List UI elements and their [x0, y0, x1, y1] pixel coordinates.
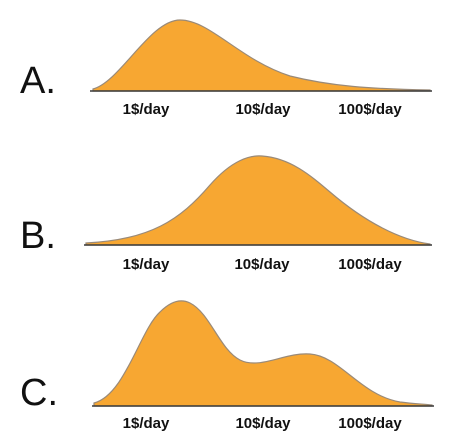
tick-label-100-dollar: 100$/day: [338, 256, 402, 273]
tick-label-1-dollar: 1$/day: [123, 256, 170, 273]
tick-label-1-dollar: 1$/day: [123, 101, 170, 118]
distribution-curve-c: [93, 300, 433, 407]
tick-label-10-dollar: 10$/day: [235, 415, 291, 432]
panel-b: B. 1$/day 10$/day 100$/day: [20, 155, 432, 273]
panel-label-a: A.: [20, 60, 56, 102]
tick-label-1-dollar: 1$/day: [123, 415, 170, 432]
panel-label-c: C.: [20, 372, 58, 414]
distribution-curve-b: [85, 155, 431, 246]
panel-label-b: B.: [20, 215, 56, 257]
tick-label-10-dollar: 10$/day: [234, 256, 290, 273]
distribution-curve-a: [92, 19, 431, 92]
panel-a: A. 1$/day 10$/day 100$/day: [20, 19, 432, 118]
tick-label-10-dollar: 10$/day: [235, 101, 291, 118]
tick-label-100-dollar: 100$/day: [338, 101, 402, 118]
panel-c: C. 1$/day 10$/day 100$/day: [20, 300, 434, 432]
tick-label-100-dollar: 100$/day: [338, 415, 402, 432]
